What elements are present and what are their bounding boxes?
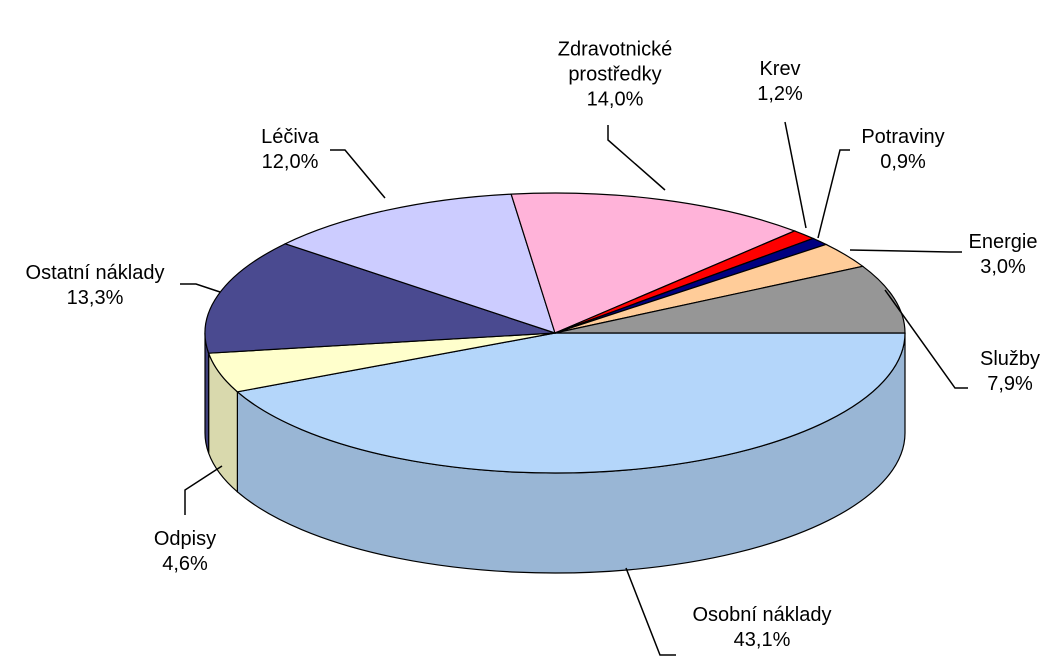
category-label: Potraviny (861, 126, 945, 148)
category-label: Krev (759, 58, 801, 80)
value-label: 4,6% (162, 553, 208, 575)
category-label: Osobní náklady (692, 604, 832, 626)
slice (283, 193, 556, 334)
leader-line (184, 465, 223, 515)
leader-line (849, 249, 962, 253)
category-label: Služby (979, 348, 1041, 370)
slice (204, 243, 556, 354)
value-label: 7,9% (987, 373, 1033, 395)
leader-line (607, 125, 666, 191)
category-label: Léčiva (261, 126, 319, 148)
leader-line (817, 149, 850, 239)
category-label: Zdravotnické prostředky (557, 38, 673, 86)
slice-label: Krev 1,2% (750, 57, 810, 107)
category-label: Energie (968, 231, 1038, 253)
slice-label: Ostatní náklady 13,3% (0, 261, 195, 311)
slice-label: Léčiva 12,0% (240, 125, 340, 175)
slice-label: Osobní náklady 43,1% (662, 603, 862, 653)
leader-line (330, 149, 386, 199)
value-label: 3,0% (980, 256, 1026, 278)
leader-line (884, 289, 968, 389)
category-label: Ostatní náklady (25, 262, 165, 284)
value-label: 0,9% (880, 151, 926, 173)
leader-line (180, 283, 221, 293)
value-label: 13,3% (66, 287, 124, 309)
slice (236, 332, 906, 474)
slice-label: Potraviny 0,9% (848, 125, 958, 175)
category-label: Odpisy (153, 528, 217, 550)
leader-line (784, 121, 807, 229)
value-label: 1,2% (757, 83, 803, 105)
slice-label: Energie 3,0% (948, 230, 1058, 280)
leader-line (625, 567, 676, 656)
slice-label: Zdravotnické prostředky 14,0% (540, 38, 690, 113)
value-label: 43,1% (733, 629, 791, 651)
slice-label: Odpisy 4,6% (145, 527, 225, 577)
slice-label: Služby 7,9% (965, 347, 1055, 397)
value-label: 14,0% (586, 88, 644, 111)
slice (510, 192, 797, 334)
value-label: 12,0% (261, 151, 319, 173)
slice (554, 265, 906, 334)
